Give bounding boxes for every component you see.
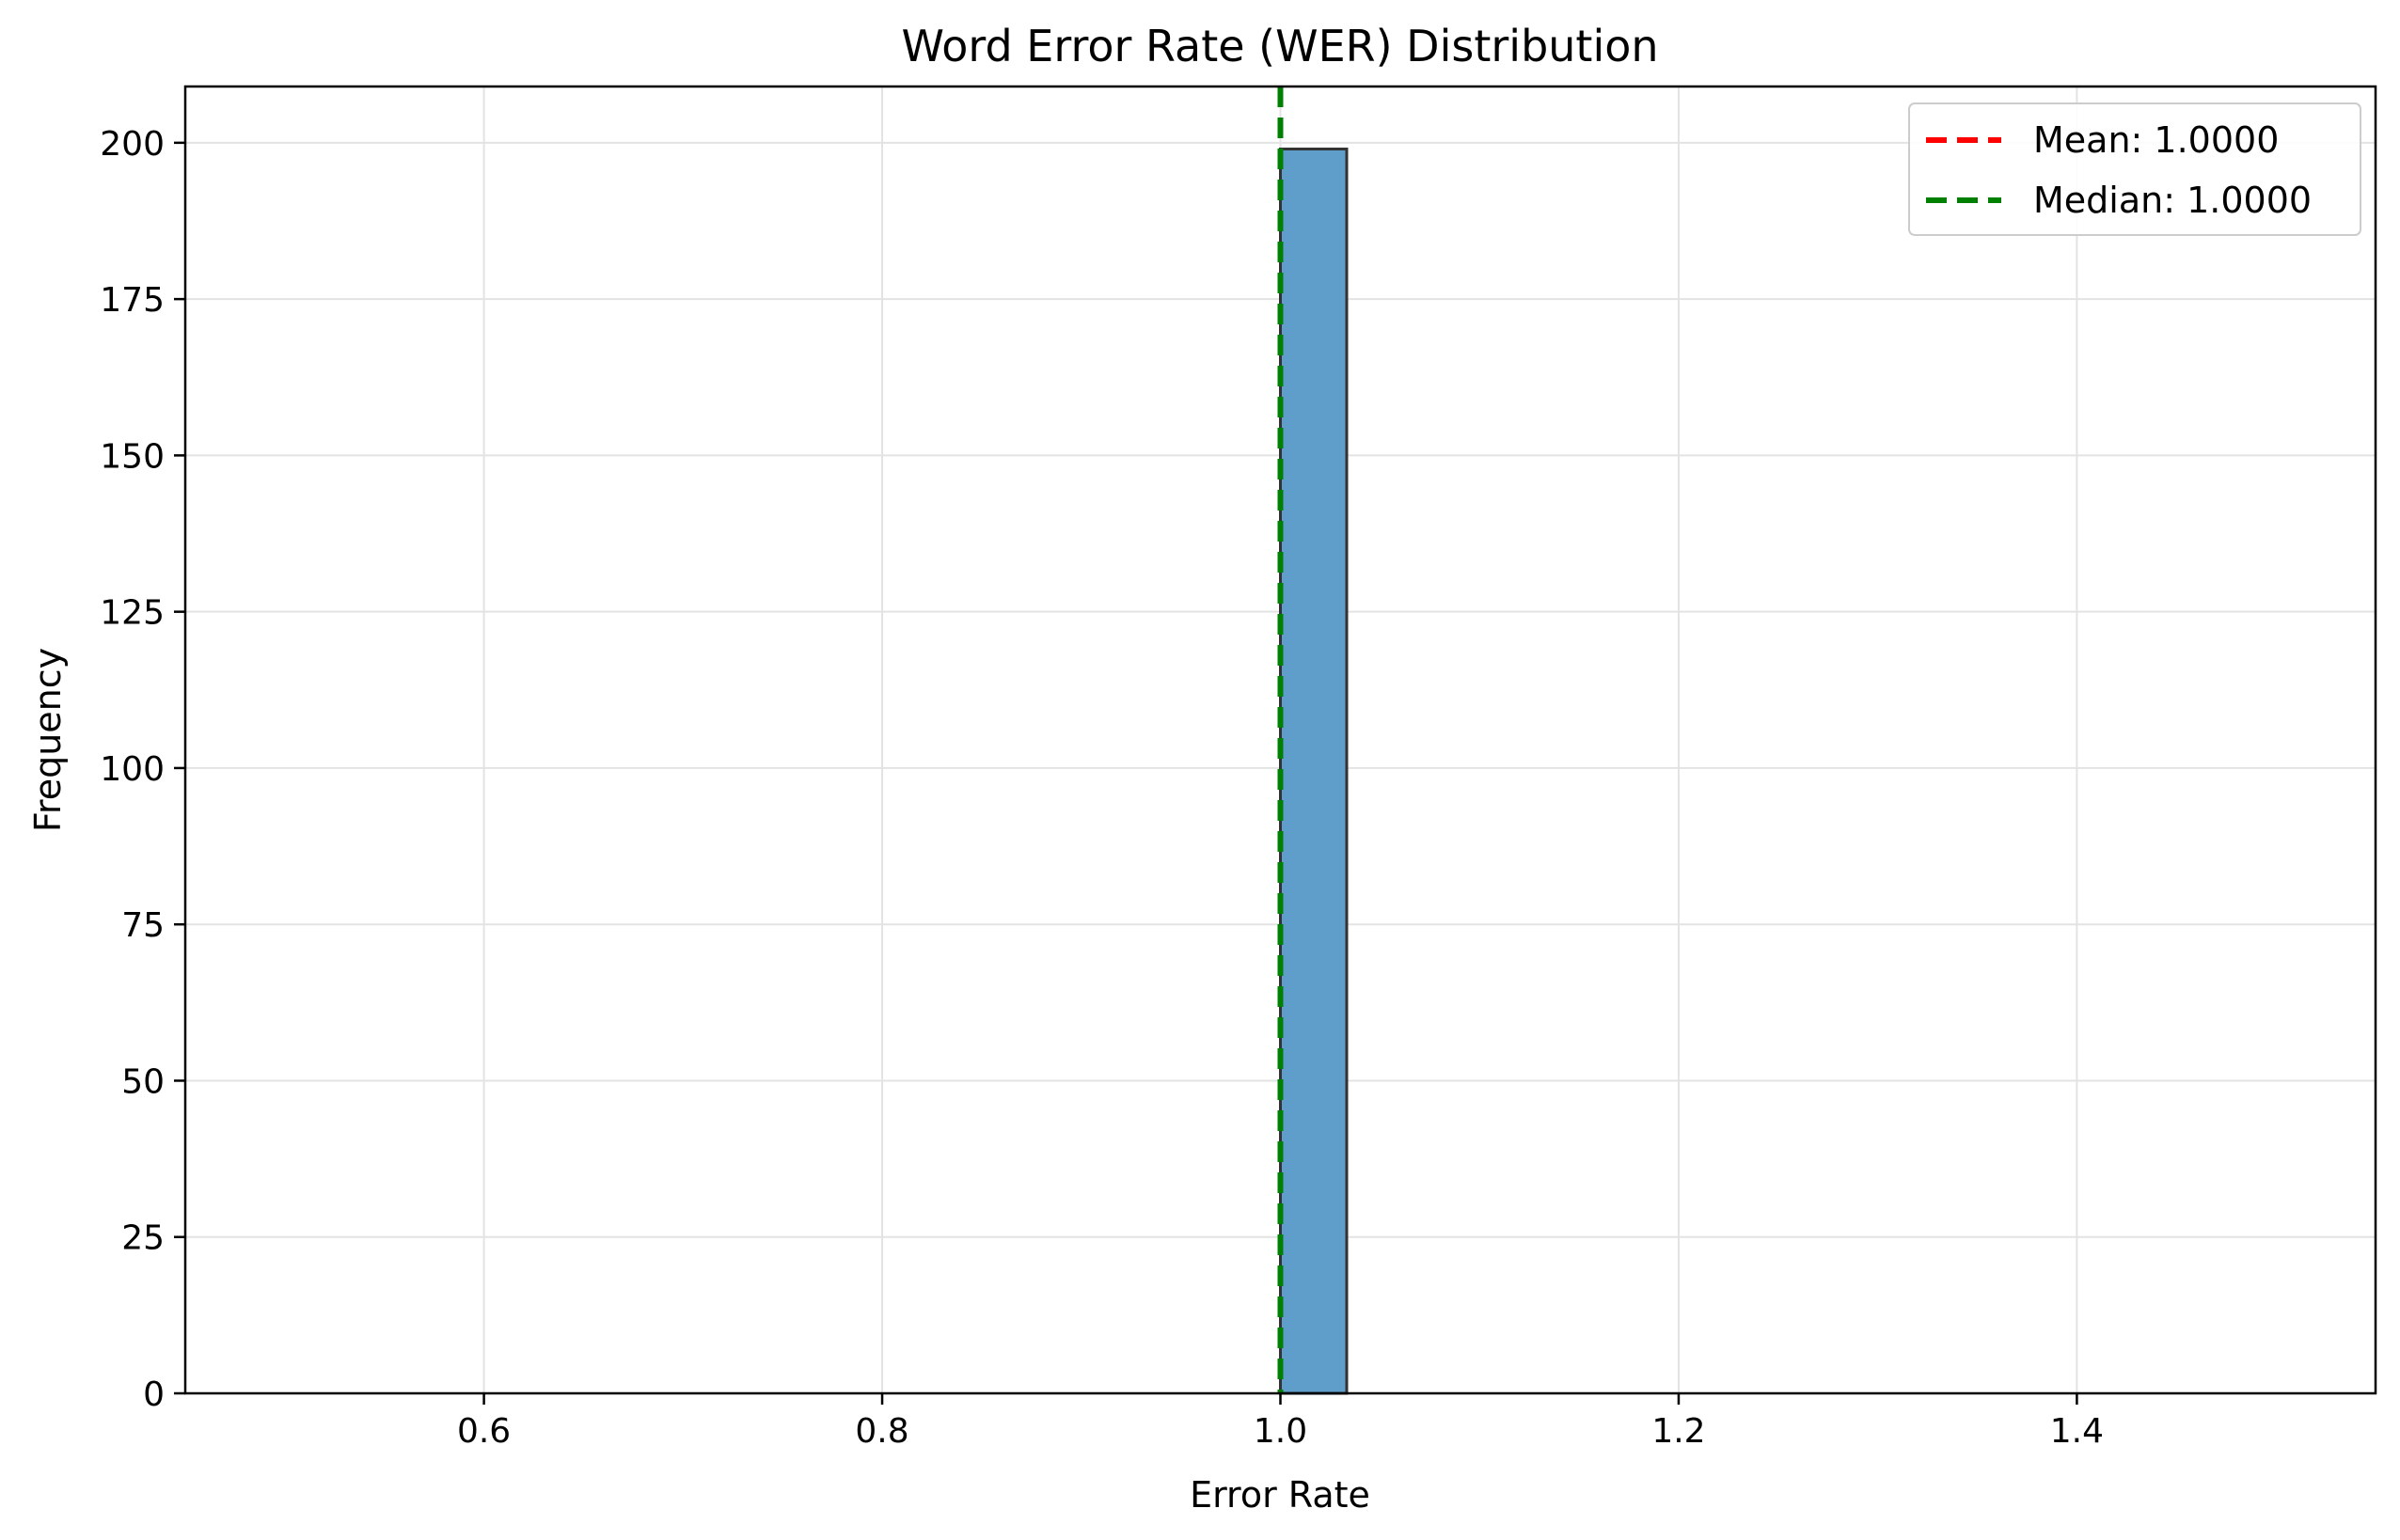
chart-title: Word Error Rate (WER) Distribution: [901, 21, 1658, 71]
y-tick-label: 100: [100, 750, 165, 789]
y-tick-label: 75: [121, 906, 165, 945]
x-tick-label: 0.6: [457, 1412, 511, 1451]
y-tick-label: 0: [143, 1375, 165, 1414]
x-axis-label: Error Rate: [1190, 1474, 1370, 1516]
y-tick-label: 175: [100, 281, 165, 320]
y-axis-label: Frequency: [27, 648, 69, 832]
legend-label-median: Median: 1.0000: [2033, 180, 2312, 221]
y-tick-label: 50: [121, 1062, 165, 1101]
histogram-bar-0: [1279, 148, 1349, 1395]
legend-label-mean: Mean: 1.0000: [2033, 119, 2279, 161]
axis-ticks: 0.6 0.8 1.0 1.2 1.4 0 25 50 75 100 125 150 175 200: [100, 125, 2104, 1451]
x-tick-label: 1.0: [1254, 1412, 1307, 1451]
legend-box: [1908, 102, 2361, 236]
x-tick-label: 1.4: [2050, 1412, 2104, 1451]
x-tick-label: 0.8: [855, 1412, 908, 1451]
y-tick-label: 200: [100, 125, 165, 164]
y-tick-label: 125: [100, 594, 165, 633]
y-tick-label: 25: [121, 1219, 165, 1258]
legend: Mean: 1.0000 Median: 1.0000: [1908, 102, 2361, 236]
x-tick-label: 1.2: [1651, 1412, 1705, 1451]
y-tick-label: 150: [100, 437, 165, 476]
